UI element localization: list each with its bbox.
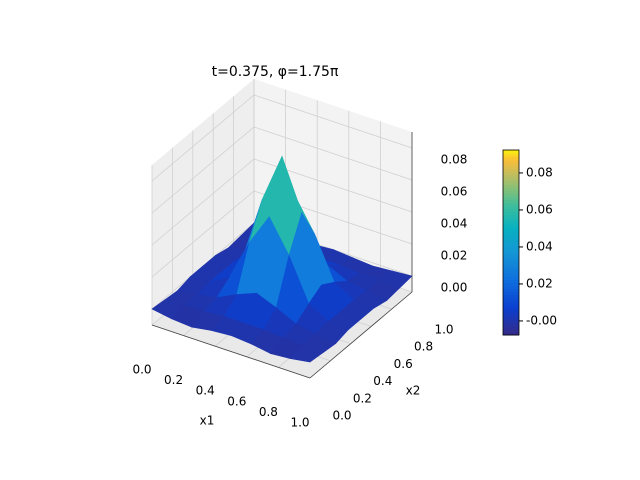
colorbar-segment <box>503 301 519 305</box>
colorbar-segment <box>503 174 519 179</box>
colorbar-segment <box>503 168 519 173</box>
colorbar-segment <box>503 230 519 234</box>
grid-line <box>253 94 413 149</box>
grid-line <box>151 158 255 246</box>
colorbar-tick-label: 0.08 <box>526 165 553 179</box>
colorbar-segment <box>503 236 519 240</box>
colorbar-segment <box>503 270 519 274</box>
colorbar-segment <box>503 307 519 311</box>
colorbar-segment <box>503 282 519 287</box>
colorbar-segment <box>503 224 519 228</box>
y-axis-label: x2 <box>406 384 421 398</box>
grid-line <box>253 126 413 181</box>
x-tick-label: 0.2 <box>164 373 183 387</box>
colorbar-segment <box>503 273 519 277</box>
colorbar-segment <box>503 217 519 222</box>
x-axis-label: x1 <box>200 414 215 428</box>
colorbar-segment <box>503 294 519 299</box>
colorbar-segment <box>503 316 519 321</box>
colorbar-segment <box>503 227 519 231</box>
colorbar-segment <box>503 199 519 203</box>
colorbar-segment <box>503 279 519 284</box>
colorbar-segment <box>503 193 519 197</box>
y-tick-label: 1.0 <box>434 323 453 337</box>
y-tick-label: 0.8 <box>414 340 433 354</box>
colorbar-segment <box>503 156 519 160</box>
colorbar-segment <box>503 220 519 225</box>
grid-line <box>151 126 255 214</box>
chart-title: t=0.375, φ=1.75π <box>212 64 339 80</box>
colorbar-segment <box>503 162 519 166</box>
colorbar-tick-label: 0.02 <box>526 276 553 290</box>
colorbar-segment <box>503 177 519 182</box>
x-tick-label: 0.8 <box>259 405 278 419</box>
colorbar-segment <box>503 267 519 271</box>
y-tick-label: 0.2 <box>353 391 372 405</box>
colorbar-segment <box>503 276 519 280</box>
colorbar-segment <box>503 251 519 256</box>
colorbar-segment <box>503 325 519 330</box>
colorbar-segment <box>503 288 519 293</box>
z-tick-label: 0.06 <box>441 185 468 199</box>
colorbar-segment <box>503 248 519 253</box>
colorbar-segment <box>503 171 519 176</box>
x-tick-label: 1.0 <box>290 416 309 430</box>
colorbar-segment <box>503 208 519 213</box>
colorbar-frame <box>502 149 520 336</box>
surface-patch <box>289 344 324 363</box>
colorbar-segment <box>503 165 519 169</box>
colorbar-segment <box>503 214 519 219</box>
z-tick-label: 0.08 <box>441 153 468 167</box>
colorbar-segment <box>503 257 519 262</box>
axis-line <box>151 324 311 379</box>
grid-line <box>151 94 255 182</box>
x-tick-label: 0.6 <box>227 394 246 408</box>
colorbar-segment <box>503 304 519 308</box>
colorbar-segment <box>503 322 519 327</box>
x-tick-label: 0.0 <box>132 363 151 377</box>
colorbar-tick-label: -0.00 <box>526 313 557 327</box>
colorbar-segment <box>503 264 519 268</box>
colorbar-segment <box>503 298 519 302</box>
colorbar-segment <box>503 261 519 265</box>
colorbar-segment <box>503 319 519 324</box>
colorbar-segment <box>503 310 519 314</box>
colorbar-segment <box>503 233 519 237</box>
colorbar-segment <box>503 183 519 188</box>
colorbar-segment <box>503 239 519 243</box>
z-tick-label: 0.02 <box>441 249 468 263</box>
grid-line <box>151 190 255 278</box>
colorbar-segment <box>503 159 519 163</box>
colorbar-segment <box>503 285 519 290</box>
x-tick-label: 0.4 <box>196 384 215 398</box>
colorbar-segment <box>503 331 519 336</box>
colorbar-segment <box>503 205 519 210</box>
colorbar-tick-label: 0.06 <box>526 202 553 216</box>
y-tick-label: 0.6 <box>394 357 413 371</box>
colorbar-tick-label: 0.04 <box>526 239 553 253</box>
colorbar-segment <box>503 180 519 185</box>
axis-line <box>309 291 413 379</box>
z-tick-label: 0.04 <box>441 217 468 231</box>
y-tick-label: 0.0 <box>332 409 351 423</box>
y-tick-label: 0.4 <box>373 374 392 388</box>
colorbar-segment <box>503 328 519 333</box>
colorbar-segment <box>503 313 519 317</box>
colorbar-segment <box>503 196 519 200</box>
colorbar-segment <box>503 187 519 191</box>
colorbar-segment <box>503 242 519 247</box>
colorbar-segment <box>503 153 519 157</box>
colorbar-segment <box>503 254 519 259</box>
colorbar-segment <box>503 291 519 296</box>
colorbar-segment <box>503 150 519 154</box>
z-tick-label: 0.00 <box>441 281 468 295</box>
colorbar-segment <box>503 211 519 216</box>
colorbar-segment <box>503 202 519 206</box>
colorbar-segment <box>503 245 519 250</box>
colorbar-segment <box>503 190 519 194</box>
